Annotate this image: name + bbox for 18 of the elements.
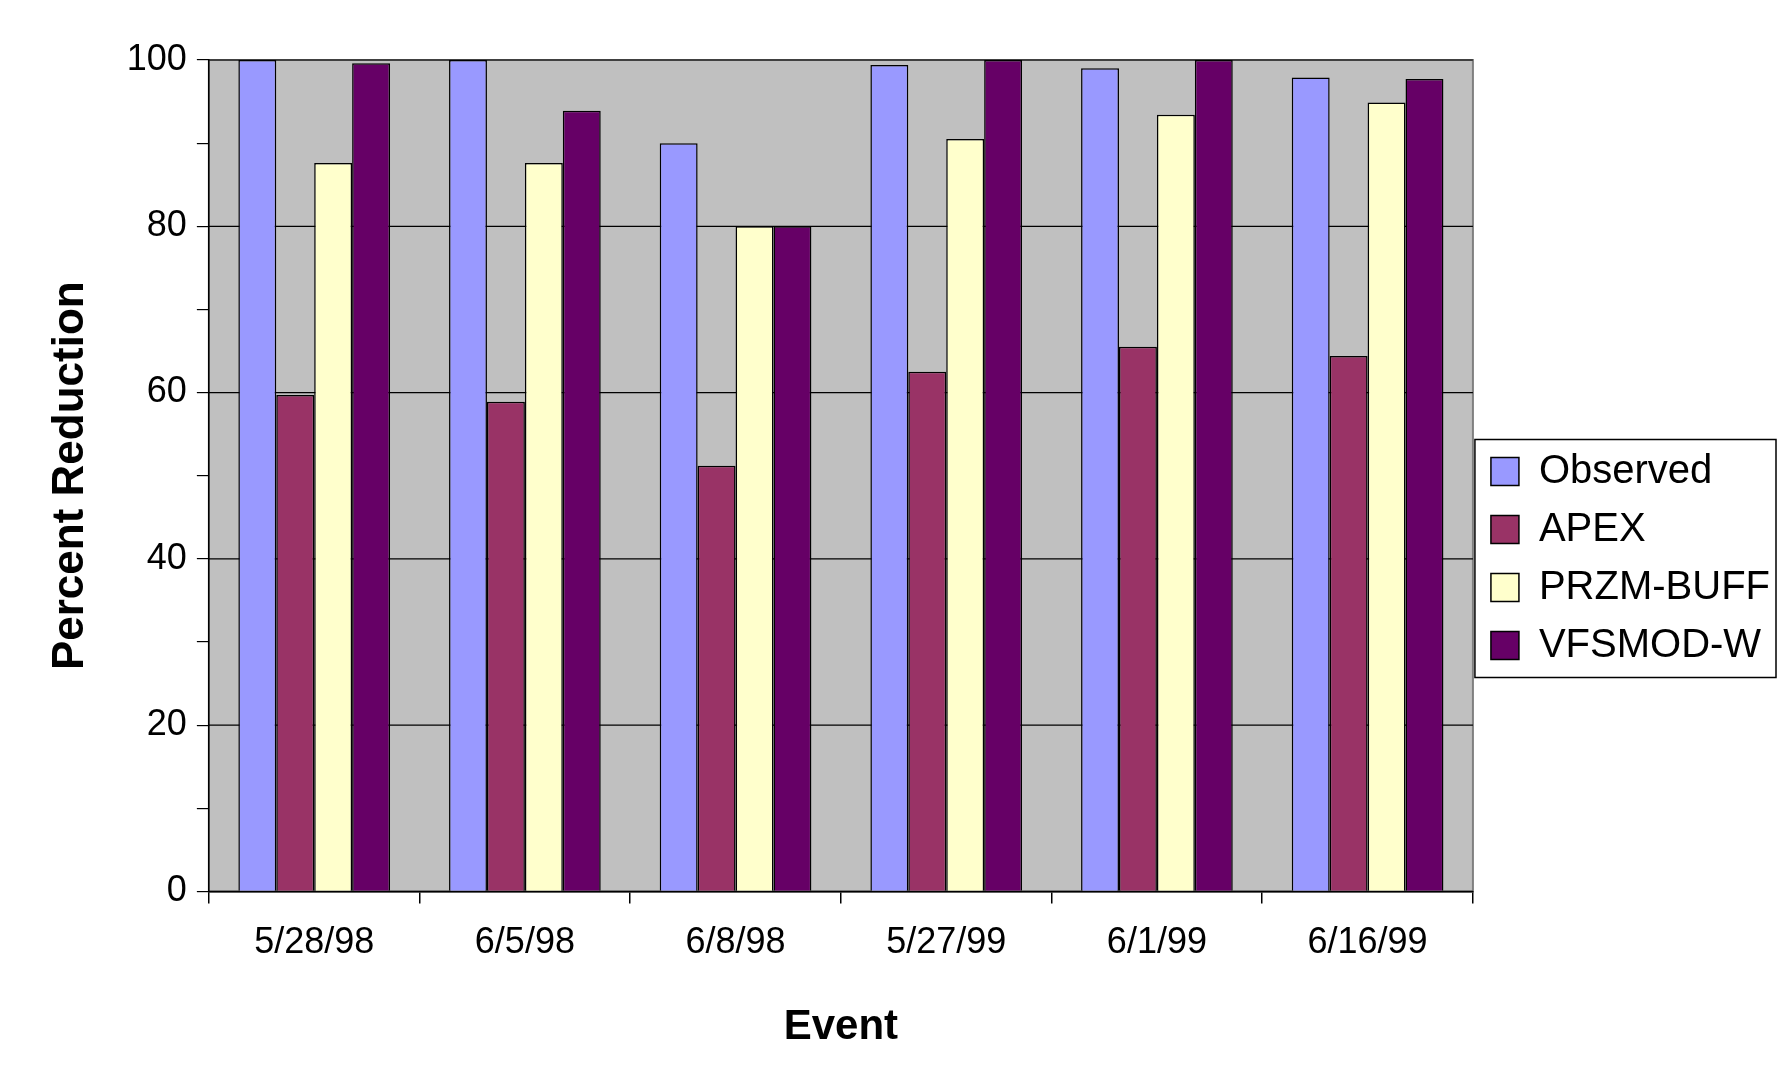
- y-tick-label: 100: [126, 36, 187, 78]
- x-tick-label: 6/16/99: [1307, 919, 1428, 961]
- y-tick-label: 80: [146, 203, 187, 245]
- x-axis-title: Event: [783, 1001, 899, 1049]
- x-tick-label: 5/28/98: [254, 919, 375, 961]
- y-tick-label: 60: [146, 369, 187, 411]
- y-tick-label: 0: [166, 868, 187, 910]
- legend-label: Observed: [1538, 446, 1713, 491]
- x-tick-label: 6/5/98: [474, 919, 575, 961]
- legend-label: APEX: [1538, 504, 1646, 549]
- x-tick-label: 6/1/99: [1106, 919, 1207, 961]
- legend-label: VFSMOD-W: [1538, 620, 1762, 665]
- x-tick-label: 6/8/98: [685, 919, 786, 961]
- legend-label: PRZM-BUFF: [1538, 562, 1770, 607]
- y-axis-title: Percent Reduction: [42, 281, 92, 671]
- x-tick-label: 5/27/99: [886, 919, 1007, 961]
- y-tick-label: 40: [146, 535, 187, 577]
- y-tick-label: 20: [146, 702, 187, 744]
